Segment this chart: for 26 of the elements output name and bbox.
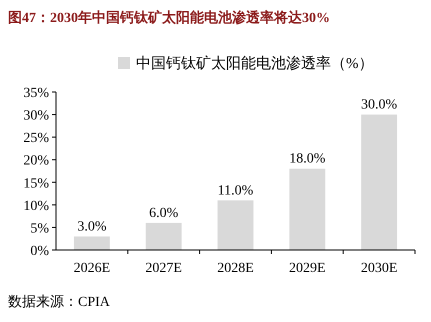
- y-tick-label: 10%: [23, 198, 50, 214]
- y-tick-label: 5%: [30, 221, 50, 236]
- y-tick-label: 30%: [23, 108, 50, 124]
- source-note: 数据来源：CPIA: [8, 294, 111, 310]
- data-label: 18.0%: [289, 152, 326, 167]
- bar: [289, 168, 326, 250]
- y-tick-label: 0%: [30, 244, 50, 259]
- x-tick-label: 2026E: [74, 261, 110, 276]
- bar: [146, 222, 182, 250]
- data-label: 6.0%: [149, 206, 179, 221]
- x-tick-label: 2030E: [360, 261, 398, 276]
- bar: [361, 114, 398, 250]
- x-tick-label: 2029E: [289, 261, 326, 276]
- bar: [74, 236, 110, 250]
- x-tick-label: 2028E: [217, 261, 254, 276]
- bar: [218, 200, 254, 250]
- data-label: 30.0%: [361, 98, 398, 113]
- y-tick-label: 15%: [23, 176, 50, 192]
- data-label: 11.0%: [218, 183, 254, 198]
- legend-label: 中国钙钛矿太阳能电池渗透率（%）: [136, 55, 374, 72]
- y-tick-label: 35%: [23, 86, 50, 101]
- y-tick-label: 25%: [23, 131, 50, 146]
- data-label: 3.0%: [77, 219, 107, 234]
- chart-title: 图47：2030年中国钙钛矿太阳能电池渗透率将达30%: [8, 9, 330, 26]
- x-tick-label: 2027E: [145, 261, 182, 276]
- y-tick-label: 20%: [23, 154, 50, 169]
